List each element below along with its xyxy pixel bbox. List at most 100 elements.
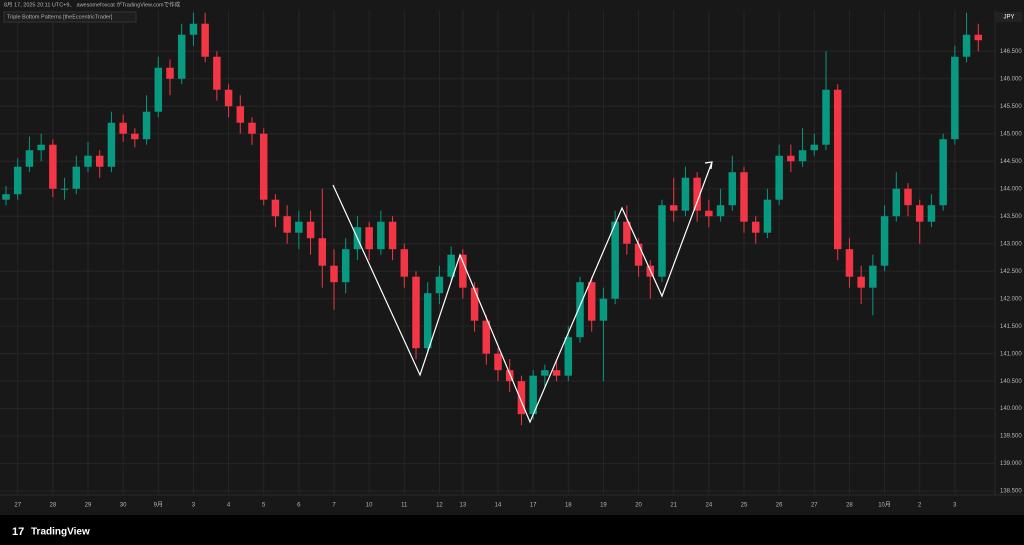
candle-body [166, 67, 174, 79]
candle-body [798, 150, 807, 162]
candle-body [271, 199, 280, 217]
labels: 138.500 139.000 139.500 140.000 140.500 141.0… [14, 49, 1022, 509]
candle-body [705, 210, 713, 217]
candle-body [693, 177, 701, 211]
y-tick-label: 142.500 [1000, 269, 1022, 275]
candle-body [2, 194, 10, 200]
candle-body [576, 282, 584, 338]
x-tick-label: 28 [50, 503, 57, 509]
candle-body [787, 155, 795, 162]
candle-body [400, 249, 409, 277]
y-tick-label: 144.500 [1000, 159, 1022, 165]
candle-body [154, 67, 163, 112]
x-tick-label: 30 [120, 503, 127, 509]
candle-body [494, 353, 502, 371]
header: 8月 17, 2025 20:11 UTC+9、 awesomefoxcat が… [4, 0, 181, 8]
x-tick-label: 10 [366, 503, 373, 509]
x-tick-label: 7 [332, 503, 336, 509]
x-tick-label: 27 [811, 503, 818, 509]
x-tick-label: 2 [918, 503, 922, 509]
x-tick-label: 24 [706, 503, 713, 509]
y-tick-label: 146.500 [1000, 49, 1022, 55]
candle-body [634, 243, 643, 266]
x-tick-label: 9月 [154, 502, 163, 509]
x-tick-label: 20 [635, 503, 642, 509]
indicator-box [3, 11, 137, 23]
y-tick-label: 145.500 [1000, 104, 1022, 110]
candle-body [119, 122, 127, 134]
candle-body [295, 221, 303, 233]
candle-body [751, 221, 760, 233]
x-tick-label: 17 [530, 503, 537, 509]
candle-body [365, 227, 373, 250]
candle-body [189, 23, 198, 35]
candle-body [388, 221, 397, 250]
candle-body [927, 205, 936, 222]
candle-body [306, 221, 315, 239]
y-tick-label: 144.000 [1000, 186, 1022, 192]
x-tick-label: 28 [846, 503, 853, 509]
x-tick-label: 19 [600, 503, 607, 509]
candle-body [822, 89, 830, 145]
candle-body [611, 221, 619, 299]
candle-body [564, 337, 573, 376]
candle-body [131, 133, 139, 140]
x-tick-label: 11 [401, 503, 408, 509]
chart-background [0, 0, 1024, 515]
candle-body [49, 144, 57, 189]
x-tick-label: 3 [192, 503, 196, 509]
candle-body [845, 249, 854, 277]
x-tick-label: 3 [953, 503, 957, 509]
brand-logo: 17 [12, 526, 24, 538]
candle-body [259, 133, 268, 200]
candle-body [869, 265, 877, 288]
y-tick-label: 140.000 [1000, 406, 1022, 412]
candle-body [95, 155, 104, 167]
candle-body [505, 370, 514, 382]
x-tick-label: 13 [460, 503, 467, 509]
candle-body [517, 381, 526, 415]
candle-body [892, 188, 901, 217]
y-tick-label: 141.000 [1000, 351, 1022, 357]
candle-body [810, 144, 819, 151]
candle-body [599, 298, 608, 321]
candle-body [377, 221, 385, 250]
candle-body [763, 199, 772, 233]
x-tick-label: 14 [495, 503, 502, 509]
candle-body [248, 122, 256, 134]
candle-body [236, 106, 245, 123]
x-tick-label: 5 [262, 503, 266, 509]
y-tick-label: 141.500 [1000, 324, 1022, 330]
x-tick-label: 6 [297, 503, 301, 509]
indicator-label: Triple Bottom Patterns [theEccentricTrad… [7, 14, 113, 20]
y-tick-label: 143.000 [1000, 241, 1022, 247]
candle-body [459, 254, 467, 288]
x-tick-label: 27 [14, 503, 21, 509]
candle-body [833, 89, 842, 250]
pattern-zigzag [332, 161, 713, 424]
candle-body [740, 172, 748, 222]
candle-body [470, 287, 479, 321]
candle-body [224, 89, 233, 107]
candle-body [587, 282, 596, 321]
x-tick-label: 10月 [878, 502, 891, 509]
candle-body [939, 139, 947, 206]
candle-body [60, 188, 69, 190]
candle-body [857, 276, 865, 288]
y-tick-label: 140.500 [1000, 379, 1022, 385]
candle-body [681, 177, 690, 211]
candle-body [552, 370, 561, 376]
candle-body [283, 216, 291, 233]
candle-body [482, 320, 491, 354]
candle-body [341, 249, 350, 283]
candle-body [904, 188, 912, 206]
x-tick-label: 26 [776, 503, 783, 509]
currency-box [996, 12, 1022, 22]
candle-body [447, 254, 455, 277]
candle-body [658, 205, 666, 277]
y-tick-label: 143.500 [1000, 214, 1022, 220]
candle-body [962, 34, 971, 57]
pattern-arrow [704, 161, 713, 170]
candle-body [201, 23, 209, 57]
